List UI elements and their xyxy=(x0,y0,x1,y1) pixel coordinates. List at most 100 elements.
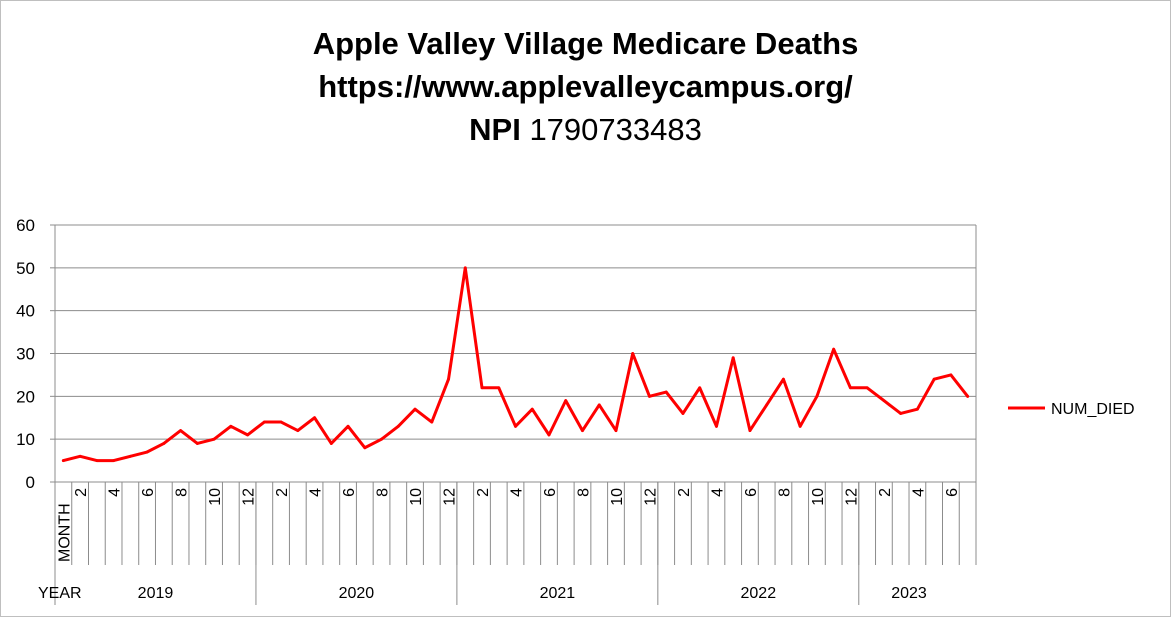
series-layer xyxy=(61,266,970,463)
x-month-tick-label: 10 xyxy=(810,488,827,506)
data-point xyxy=(581,429,584,432)
x-month-tick-label: 4 xyxy=(709,488,726,497)
x-month-tick-label: 8 xyxy=(776,488,793,497)
y-tick-label: 60 xyxy=(16,216,35,235)
x-month-tick-label: 10 xyxy=(207,488,224,506)
data-point xyxy=(413,407,417,411)
data-point xyxy=(614,429,618,432)
data-point xyxy=(296,429,300,432)
data-point xyxy=(380,437,383,441)
x-year-label: 2021 xyxy=(540,585,576,602)
data-point xyxy=(447,377,450,381)
x-month-tick-label: 10 xyxy=(609,488,626,506)
x-month-tick-label: 2 xyxy=(475,488,492,497)
data-point xyxy=(430,420,434,424)
chart-title-line-1: Apple Valley Village Medicare Deaths xyxy=(312,26,859,61)
legend-label-num-died: NUM_DIED xyxy=(1051,401,1135,418)
data-point xyxy=(932,377,936,381)
npi-label: NPI xyxy=(469,112,521,147)
data-point xyxy=(262,420,266,424)
data-point xyxy=(698,386,702,390)
x-month-tick-label: 12 xyxy=(442,488,459,506)
x-month-tick-label: 8 xyxy=(575,488,592,497)
data-point xyxy=(664,390,668,394)
data-point xyxy=(899,412,903,415)
data-point xyxy=(631,352,635,355)
x-month-tick-label: 6 xyxy=(341,488,358,497)
gridlines xyxy=(55,224,976,440)
x-month-tick-label: 4 xyxy=(509,488,526,497)
x-year-label: 2020 xyxy=(339,585,375,602)
data-point xyxy=(329,442,333,445)
x-month-tick-label: 2 xyxy=(676,488,693,497)
data-point xyxy=(396,424,400,428)
x-month-tick-label: 4 xyxy=(107,488,124,497)
data-point xyxy=(530,407,534,411)
x-month-tick-label: 2 xyxy=(274,488,291,497)
axes xyxy=(50,224,977,605)
x-month-tick-label: 8 xyxy=(174,488,191,497)
x-month-tick-label: 6 xyxy=(743,488,760,497)
x-month-tick-label: 12 xyxy=(241,488,258,506)
x-year-label: 2022 xyxy=(741,585,777,602)
data-point xyxy=(162,442,166,445)
data-point xyxy=(179,429,182,432)
chart-title-line-3: NPI 1790733483 xyxy=(0,108,1171,151)
series-line-num-died xyxy=(61,266,970,463)
chart-title-line-2: https://www.applevalleycampus.org/ xyxy=(318,69,853,104)
data-point xyxy=(681,412,685,415)
data-point xyxy=(95,459,99,462)
data-point xyxy=(363,446,367,450)
data-point xyxy=(748,429,752,432)
data-point xyxy=(480,386,484,390)
x-month-tick-label: 6 xyxy=(140,488,157,497)
data-point xyxy=(782,377,785,381)
x-month-tick-label: 2 xyxy=(73,488,90,497)
data-point xyxy=(112,459,116,462)
npi-value: 1790733483 xyxy=(529,112,702,147)
data-point xyxy=(547,433,551,437)
data-point xyxy=(648,394,651,398)
data-point xyxy=(514,424,517,428)
y-tick-label: 50 xyxy=(16,259,35,278)
data-point xyxy=(313,416,316,420)
data-point xyxy=(882,399,886,403)
x-month-tick-label: 10 xyxy=(408,488,425,506)
data-point xyxy=(832,347,836,351)
data-point xyxy=(849,386,852,390)
x-year-label: 2019 xyxy=(138,585,174,602)
x-month-tick-label: 12 xyxy=(843,488,860,506)
data-point xyxy=(229,424,233,428)
x-month-tick-label: 6 xyxy=(542,488,559,497)
data-point xyxy=(815,394,819,398)
chart-title: Apple Valley Village Medicare Deaths htt… xyxy=(0,22,1171,151)
legend: NUM_DIED xyxy=(1008,401,1135,418)
month-axis-label: MONTH xyxy=(56,503,73,562)
data-point xyxy=(765,403,769,407)
data-point xyxy=(78,454,82,458)
data-point xyxy=(731,356,735,360)
y-axis: 0 10 20 30 40 50 60 xyxy=(16,216,35,492)
x-month-tick-label: 6 xyxy=(944,488,961,497)
data-point xyxy=(279,420,283,424)
data-point xyxy=(715,424,718,428)
data-point xyxy=(145,450,149,454)
data-point xyxy=(463,266,467,270)
data-point xyxy=(564,399,568,403)
data-point xyxy=(346,424,350,428)
data-point xyxy=(949,373,953,377)
y-tick-label: 0 xyxy=(26,473,35,492)
data-point xyxy=(212,437,216,441)
data-point xyxy=(195,442,199,445)
x-month-tick-label: 4 xyxy=(910,488,927,497)
data-point xyxy=(497,386,501,390)
y-tick-label: 10 xyxy=(16,430,35,449)
x-month-tick-label: 12 xyxy=(642,488,659,506)
y-tick-label: 20 xyxy=(16,387,35,406)
y-tick-label: 40 xyxy=(16,302,35,321)
data-point xyxy=(966,394,970,398)
data-point xyxy=(798,424,802,428)
data-point xyxy=(865,386,869,390)
data-point xyxy=(597,403,601,407)
